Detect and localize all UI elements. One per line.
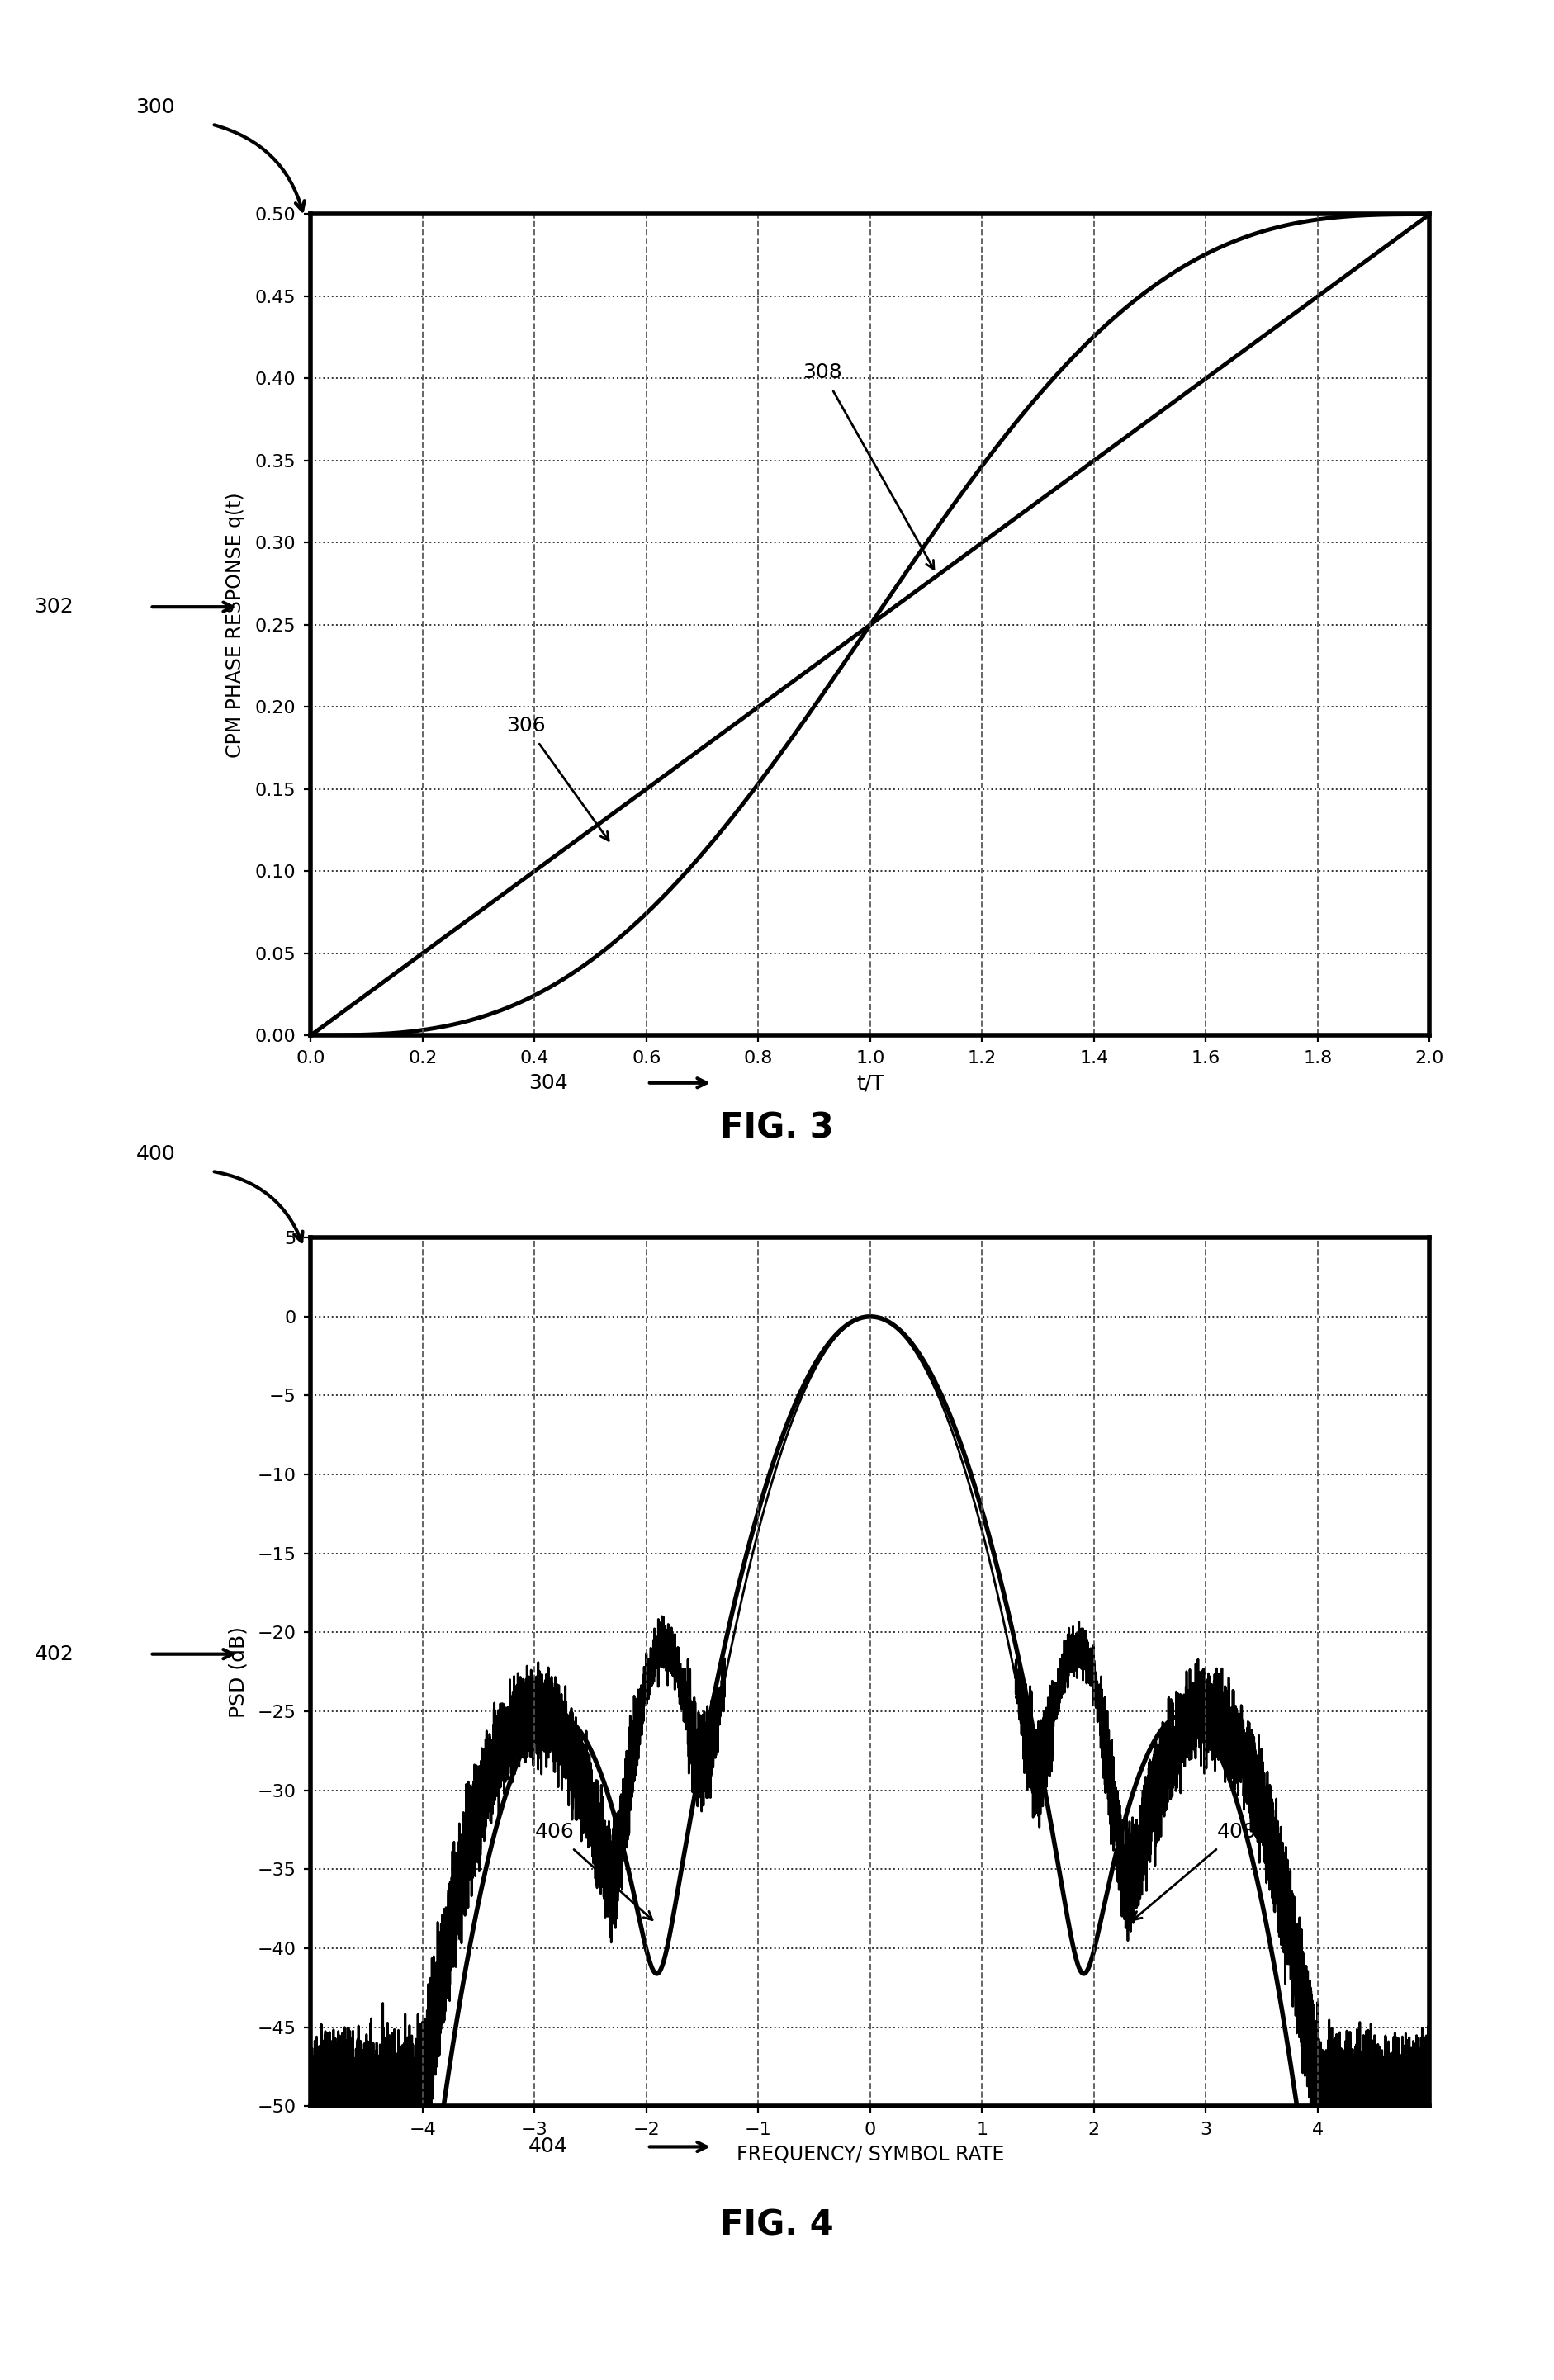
Text: FIG. 3: FIG. 3 xyxy=(720,1111,834,1145)
Text: 308: 308 xyxy=(803,362,934,569)
Text: 400: 400 xyxy=(135,1145,176,1164)
X-axis label: t/T: t/T xyxy=(856,1073,884,1092)
Text: FIG. 4: FIG. 4 xyxy=(720,2209,834,2242)
Text: 302: 302 xyxy=(34,597,73,616)
Text: 306: 306 xyxy=(507,716,609,840)
Text: 406: 406 xyxy=(535,1823,653,1921)
X-axis label: FREQUENCY/ SYMBOL RATE: FREQUENCY/ SYMBOL RATE xyxy=(737,2144,1004,2163)
Text: 404: 404 xyxy=(528,2137,567,2156)
Y-axis label: PSD (dB): PSD (dB) xyxy=(228,1626,247,1718)
Y-axis label: CPM PHASE RESPONSE q(t): CPM PHASE RESPONSE q(t) xyxy=(225,493,246,757)
Text: 402: 402 xyxy=(34,1645,73,1664)
Text: 408: 408 xyxy=(1133,1823,1257,1921)
Text: 300: 300 xyxy=(135,98,176,117)
Text: 304: 304 xyxy=(528,1073,567,1092)
